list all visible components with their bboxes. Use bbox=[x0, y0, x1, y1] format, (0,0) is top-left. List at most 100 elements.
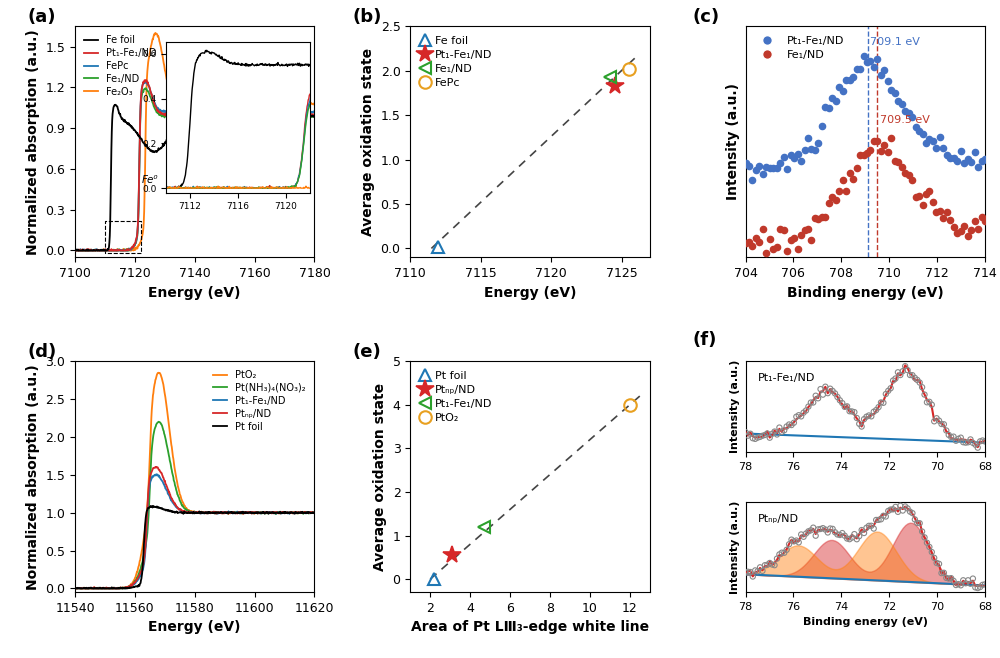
Point bbox=[894, 99, 910, 109]
Fe foil bbox=[131, 130, 143, 138]
Pt₁-Fe₁/ND bbox=[131, 577, 143, 585]
Point bbox=[740, 567, 756, 577]
Point bbox=[859, 57, 875, 68]
Point bbox=[875, 397, 891, 408]
Point bbox=[750, 566, 766, 576]
Pt(NH₃)₄(NO₃)₂ bbox=[250, 509, 262, 517]
Point bbox=[846, 407, 862, 417]
Point bbox=[738, 238, 754, 249]
FePc bbox=[112, 245, 124, 253]
Point bbox=[974, 156, 990, 166]
Point bbox=[958, 438, 974, 448]
Point bbox=[745, 571, 761, 582]
Point bbox=[914, 526, 930, 537]
Line: Pt(NH₃)₄(NO₃)₂: Pt(NH₃)₄(NO₃)₂ bbox=[75, 422, 314, 588]
Pt foil bbox=[147, 502, 159, 510]
Point bbox=[764, 428, 780, 439]
Fe₂O₃ bbox=[229, 98, 241, 106]
Point bbox=[767, 560, 783, 570]
Y-axis label: Intensity (a.u.): Intensity (a.u.) bbox=[730, 500, 740, 594]
Point bbox=[970, 583, 986, 594]
Point bbox=[921, 542, 937, 552]
Point bbox=[822, 523, 838, 534]
Point bbox=[904, 174, 920, 185]
Point bbox=[975, 580, 991, 590]
Point bbox=[788, 536, 804, 546]
Legend: Fe foil, Pt₁-Fe₁/ND, Fe₁/ND, FePc: Fe foil, Pt₁-Fe₁/ND, Fe₁/ND, FePc bbox=[416, 32, 497, 92]
Point bbox=[815, 523, 831, 534]
Point bbox=[970, 442, 986, 453]
Point bbox=[962, 578, 978, 589]
Pt₁-Fe₁/ND bbox=[211, 509, 223, 517]
Point bbox=[948, 580, 964, 590]
Text: (a): (a) bbox=[27, 8, 56, 26]
Legend: Fe foil, Pt₁-Fe₁/ND, FePc, Fe₁/ND, Fe₂O₃: Fe foil, Pt₁-Fe₁/ND, FePc, Fe₁/ND, Fe₂O₃ bbox=[80, 31, 160, 101]
Ptₙₚ/ND bbox=[70, 584, 82, 592]
Point bbox=[803, 144, 819, 155]
Fe₁/ND bbox=[69, 245, 81, 253]
Fe₁/ND bbox=[131, 233, 143, 241]
Point bbox=[972, 582, 988, 592]
Point bbox=[935, 142, 951, 153]
Point bbox=[878, 511, 894, 522]
Point bbox=[892, 370, 908, 380]
Point bbox=[831, 82, 847, 92]
Point bbox=[747, 434, 763, 444]
Point bbox=[790, 244, 806, 255]
Pt₁-Fe₁/ND bbox=[230, 111, 242, 119]
Text: Fe²⁺: Fe²⁺ bbox=[223, 157, 245, 167]
Point bbox=[866, 407, 882, 417]
Point bbox=[868, 405, 884, 415]
Point bbox=[831, 186, 847, 196]
Y-axis label: Average oxidation state: Average oxidation state bbox=[373, 383, 387, 570]
FePc bbox=[230, 108, 242, 116]
Point bbox=[936, 419, 952, 430]
Point bbox=[829, 392, 845, 402]
Point bbox=[839, 401, 855, 412]
Point bbox=[790, 149, 806, 159]
Point bbox=[938, 425, 954, 436]
FePc bbox=[69, 247, 81, 255]
Point bbox=[926, 416, 942, 426]
Point bbox=[918, 189, 934, 199]
Point bbox=[825, 524, 841, 534]
Point bbox=[928, 143, 944, 153]
Point bbox=[962, 434, 978, 445]
PtO₂ bbox=[178, 501, 190, 509]
Fe₁/ND bbox=[112, 247, 124, 255]
Point bbox=[741, 237, 757, 247]
Pt₁-Fe₁/ND bbox=[250, 111, 262, 119]
FePc bbox=[250, 108, 262, 116]
Point bbox=[942, 215, 958, 225]
Point bbox=[859, 147, 875, 158]
Point bbox=[810, 524, 826, 535]
Point bbox=[759, 428, 775, 439]
Legend: Pt₁-Fe₁/ND, Fe₁/ND: Pt₁-Fe₁/ND, Fe₁/ND bbox=[751, 32, 848, 64]
Point bbox=[839, 533, 855, 544]
Point bbox=[797, 225, 813, 236]
Pt foil bbox=[178, 508, 190, 516]
Point bbox=[798, 405, 814, 416]
Pt₁-Fe₁/ND bbox=[111, 584, 123, 592]
Pt foil bbox=[211, 509, 223, 517]
Point bbox=[769, 241, 785, 252]
Point bbox=[781, 419, 797, 430]
Point bbox=[835, 175, 851, 186]
Point bbox=[849, 413, 865, 423]
Point bbox=[895, 505, 911, 516]
Fe₁/ND bbox=[139, 84, 151, 92]
Point bbox=[817, 212, 833, 222]
Point bbox=[751, 237, 767, 247]
Point bbox=[883, 132, 899, 143]
Point bbox=[776, 547, 792, 558]
Point bbox=[800, 526, 816, 536]
Point bbox=[967, 440, 983, 450]
Point bbox=[897, 105, 913, 116]
X-axis label: Area of Pt LⅢ₃-edge white line: Area of Pt LⅢ₃-edge white line bbox=[411, 620, 649, 634]
Point bbox=[748, 165, 764, 176]
Point bbox=[880, 386, 896, 396]
Point bbox=[883, 383, 899, 393]
Point bbox=[747, 565, 763, 576]
Fe₂O₃ bbox=[178, 99, 190, 107]
Point bbox=[946, 221, 962, 232]
